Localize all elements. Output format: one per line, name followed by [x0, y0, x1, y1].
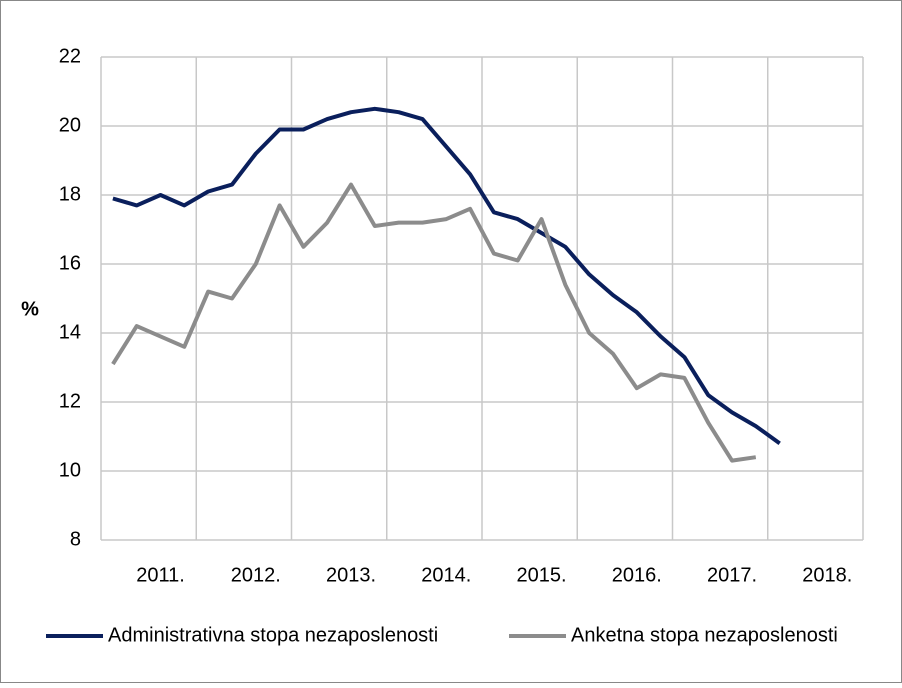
x-tick-label: 2012.	[231, 564, 281, 586]
x-tick-label: 2018.	[802, 564, 852, 586]
y-tick-label: 10	[59, 459, 81, 481]
x-tick-label: 2015.	[517, 564, 567, 586]
y-tick-label: 18	[59, 183, 81, 205]
series-line	[112, 106, 781, 446]
y-tick-label: 8	[70, 528, 81, 550]
x-tick-label: 2017.	[707, 564, 757, 586]
y-tick-label: 12	[59, 390, 81, 412]
y-tick-label: 20	[59, 114, 81, 136]
x-tick-label: 2016.	[612, 564, 662, 586]
x-tick-label: 2013.	[326, 564, 376, 586]
y-tick-label: 22	[59, 45, 81, 67]
series-line	[111, 182, 757, 463]
legend-label: Administrativna stopa nezaposlenosti	[108, 624, 438, 646]
y-tick-label: 16	[59, 252, 81, 274]
x-tick-label: 2011.	[136, 564, 185, 586]
legend-label: Anketna stopa nezaposlenosti	[571, 624, 838, 646]
y-tick-label: 14	[59, 321, 81, 343]
x-tick-label: 2014.	[421, 564, 471, 586]
y-axis-label: %	[21, 298, 39, 320]
